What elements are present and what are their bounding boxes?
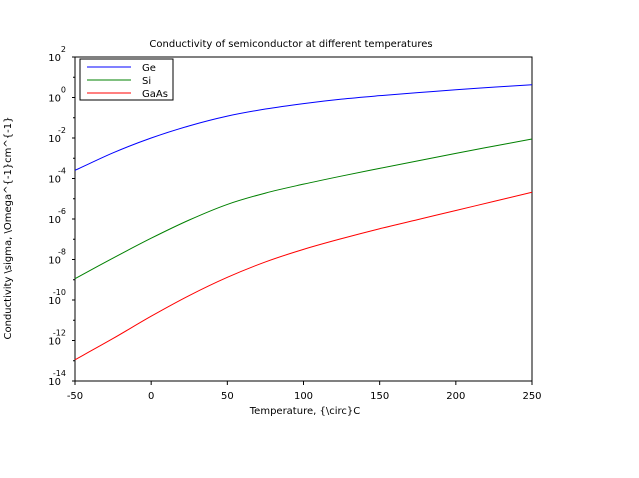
x-tick-label: 150: [370, 391, 389, 402]
chart-title: Conductivity of semiconductor at differe…: [149, 39, 432, 50]
y-tick-exponent: -2: [58, 126, 66, 135]
y-tick-exponent: -4: [58, 167, 66, 176]
y-tick-base: 10: [48, 215, 61, 226]
y-tick-base: 10: [48, 94, 61, 105]
y-tick-exponent: -10: [53, 288, 66, 297]
x-axis-label: Temperature, {\circ}C: [249, 406, 360, 417]
y-axis-label: Conductivity \sigma, \Omega^{-1}cm^{-1}: [3, 117, 14, 340]
series-line-ge: [74, 84, 533, 171]
x-tick-label: 0: [148, 391, 154, 402]
legend-label-ge: Ge: [142, 63, 156, 74]
y-tick-base: 10: [48, 53, 61, 64]
y-tick-exponent: -12: [53, 329, 66, 338]
x-axis: -50 0 50 100 150 200 250: [67, 381, 542, 402]
y-tick-base: 10: [48, 134, 61, 145]
x-tick-label: 50: [221, 391, 234, 402]
y-tick-base: 10: [48, 377, 61, 388]
legend-label-gaas: GaAs: [142, 89, 168, 100]
legend-label-si: Si: [142, 76, 151, 87]
y-tick-exponent: -14: [53, 369, 66, 378]
y-tick-base: 10: [48, 337, 61, 348]
legend: Ge Si GaAs: [79, 58, 174, 101]
y-tick-base: 10: [48, 296, 61, 307]
y-tick-exponent: 2: [61, 45, 66, 54]
y-tick-exponent: 0: [61, 86, 66, 95]
series-line-si: [74, 138, 533, 280]
plot-frame: [74, 56, 533, 382]
x-tick-label: 200: [446, 391, 465, 402]
x-tick-label: -50: [67, 391, 83, 402]
y-tick-exponent: -8: [58, 248, 66, 257]
series-layer: [74, 84, 533, 361]
x-tick-label: 100: [294, 391, 313, 402]
x-tick-label: 250: [522, 391, 541, 402]
series-line-gaas: [74, 191, 533, 361]
y-tick-base: 10: [48, 256, 61, 267]
y-tick-exponent: -6: [58, 207, 66, 216]
y-tick-base: 10: [48, 175, 61, 186]
